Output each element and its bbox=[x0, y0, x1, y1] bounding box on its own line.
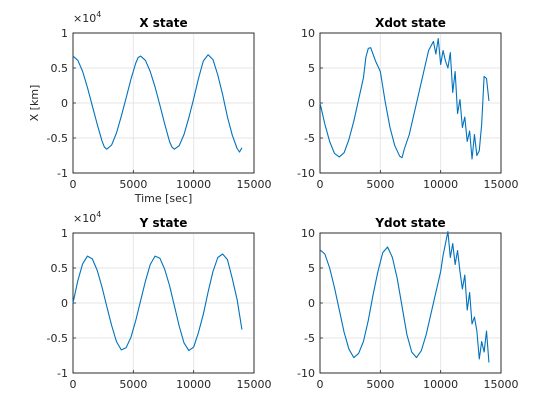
x-tick-label: 0 bbox=[70, 178, 77, 191]
x-tick-label: 15000 bbox=[484, 378, 519, 391]
y-tick-label: 0 bbox=[61, 97, 68, 110]
x-tick-label: 5000 bbox=[366, 378, 394, 391]
y-tick-label: -10 bbox=[297, 167, 315, 180]
x-tick-label: 0 bbox=[317, 378, 324, 391]
y-tick-label: 0.5 bbox=[51, 62, 69, 75]
y-tick-label: 5 bbox=[308, 62, 315, 75]
y-tick-label: 1 bbox=[61, 227, 68, 240]
y-exponent-value: 4 bbox=[96, 210, 101, 219]
x-tick-label: 10000 bbox=[176, 378, 211, 391]
y-exponent-label: ×104 bbox=[73, 10, 101, 25]
y-exponent-label: ×104 bbox=[73, 210, 101, 225]
series-line bbox=[72, 253, 243, 352]
x-axis-label: Time [sec] bbox=[134, 192, 193, 205]
x-tick-label: 15000 bbox=[237, 178, 272, 191]
x-tick-label: 0 bbox=[317, 178, 324, 191]
series-line bbox=[319, 231, 490, 363]
y-tick-label: -1 bbox=[57, 367, 68, 380]
y-tick-label: 10 bbox=[301, 27, 315, 40]
x-tick-label: 5000 bbox=[119, 178, 147, 191]
y-axis-label: X [km] bbox=[28, 85, 41, 122]
chart-title: Ydot state bbox=[374, 216, 445, 230]
x-tick-label: 10000 bbox=[423, 178, 458, 191]
x-tick-label: 15000 bbox=[484, 178, 519, 191]
x-state-plot: 0 5000 10000 15000 1 0.5 0 -0.5 -1 ×104 X state Tim… bbox=[28, 10, 272, 205]
y-tick-label: 5 bbox=[308, 262, 315, 275]
x-tick-label: 10000 bbox=[176, 178, 211, 191]
series-line bbox=[319, 38, 490, 160]
y-tick-label: 10 bbox=[301, 227, 315, 240]
y-tick-label: 0 bbox=[308, 297, 315, 310]
x-tick-label: 10000 bbox=[423, 378, 458, 391]
xdot-state-plot: 0 5000 10000 15000 10 5 0 -5 -10 Xdot state bbox=[297, 16, 518, 191]
y-tick-label: 0 bbox=[61, 297, 68, 310]
chart-title: X state bbox=[139, 16, 187, 30]
x-tick-label: 5000 bbox=[119, 378, 147, 391]
y-tick-label: -1 bbox=[57, 167, 68, 180]
y-tick-label: -10 bbox=[297, 367, 315, 380]
chart-title: Xdot state bbox=[375, 16, 446, 30]
x-tick-label: 15000 bbox=[237, 378, 272, 391]
y-tick-label: -5 bbox=[304, 332, 315, 345]
y-tick-label: 1 bbox=[61, 27, 68, 40]
y-tick-label: -5 bbox=[304, 132, 315, 145]
y-state-plot: 0 5000 10000 15000 1 0.5 0 -0.5 -1 ×104 Y state bbox=[47, 210, 272, 391]
x-tick-label: 5000 bbox=[366, 178, 394, 191]
y-tick-label: -0.5 bbox=[47, 332, 68, 345]
y-exponent-value: 4 bbox=[96, 10, 101, 19]
y-tick-label: 0.5 bbox=[51, 262, 69, 275]
chart-title: Y state bbox=[139, 216, 188, 230]
series-line bbox=[72, 54, 243, 153]
y-tick-label: 0 bbox=[308, 97, 315, 110]
x-tick-label: 0 bbox=[70, 378, 77, 391]
ydot-state-plot: 0 5000 10000 15000 10 5 0 -5 -10 Ydot state bbox=[297, 216, 518, 391]
y-tick-label: -0.5 bbox=[47, 132, 68, 145]
